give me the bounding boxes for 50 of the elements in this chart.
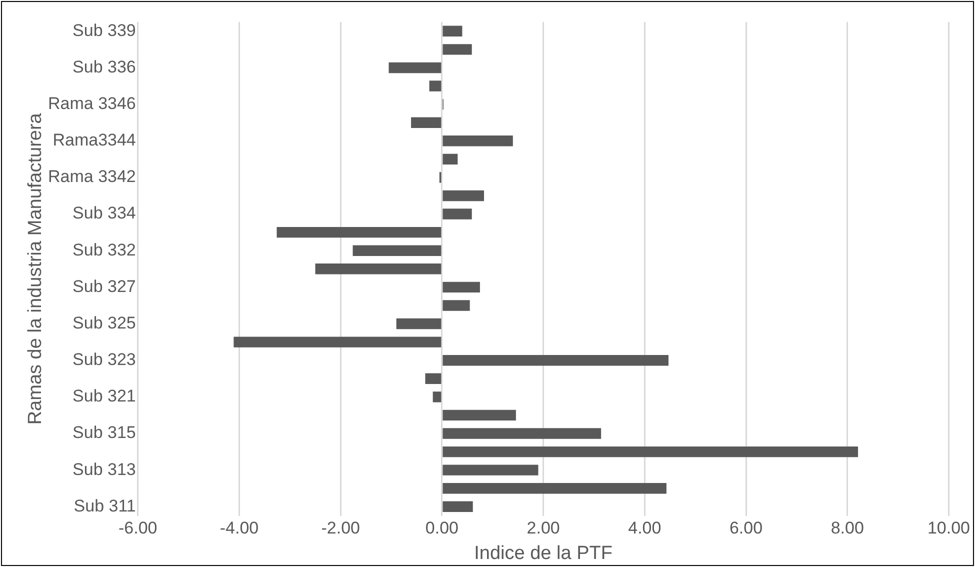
bar — [442, 410, 516, 421]
bar — [352, 245, 442, 256]
bar — [442, 483, 666, 494]
y-tick-label: Sub 321 — [72, 386, 136, 406]
bar — [442, 26, 462, 36]
bar — [442, 501, 473, 512]
bar — [442, 190, 484, 202]
y-tick-label: Sub 339 — [72, 20, 136, 40]
y-tick-label: Sub 334 — [72, 204, 136, 223]
x-tick-label: -6.00 — [118, 518, 158, 538]
y-tick-label: Sub 332 — [72, 240, 136, 260]
bar — [442, 428, 602, 439]
bar — [442, 464, 538, 476]
bar — [425, 373, 442, 384]
y-tick-label: Rama 3346 — [48, 94, 136, 113]
bar — [442, 208, 472, 220]
bar — [432, 392, 442, 402]
bar — [315, 264, 442, 274]
x-tick-label: 0.00 — [425, 518, 458, 538]
bar — [388, 62, 442, 74]
x-tick-label: 4.00 — [628, 518, 662, 538]
y-tick-label: Sub 327 — [72, 276, 136, 296]
y-tick-label: Rama 3342 — [48, 167, 136, 186]
y-tick-label: Sub 336 — [72, 57, 136, 76]
y-tick-label: Sub 323 — [72, 350, 136, 370]
y-tick-label: Rama3344 — [52, 130, 136, 150]
bar — [442, 300, 470, 311]
x-axis-title: Indice de la PTF — [474, 542, 612, 564]
x-tick-label: 10.00 — [927, 518, 970, 538]
bar — [442, 282, 480, 293]
x-tick-label: 8.00 — [830, 518, 864, 538]
bar — [396, 318, 442, 330]
x-tick-label: 6.00 — [729, 518, 763, 538]
bar — [411, 117, 442, 128]
bar — [442, 154, 458, 165]
y-tick-label: Sub 325 — [72, 313, 136, 332]
bar — [234, 336, 442, 348]
bar — [429, 80, 442, 92]
y-tick-label: Sub 315 — [72, 423, 136, 442]
x-tick-label: -2.00 — [321, 518, 360, 538]
bar — [442, 446, 858, 458]
y-tick-label: Sub 313 — [72, 460, 136, 479]
y-axis-title: Ramas de la industria Manufacturera — [25, 112, 46, 425]
bar — [276, 226, 442, 238]
bar — [442, 136, 513, 146]
y-tick-label: Sub 311 — [74, 496, 136, 516]
x-tick-label: -4.00 — [220, 518, 259, 538]
bar — [442, 354, 668, 366]
bar — [442, 44, 472, 55]
x-tick-label: 2.00 — [526, 518, 560, 538]
